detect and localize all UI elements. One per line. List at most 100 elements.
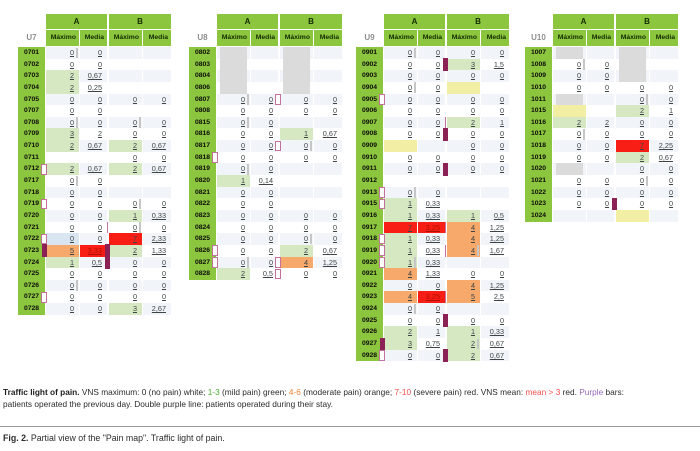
value-cell bbox=[418, 140, 445, 152]
value-cell: 0 bbox=[384, 349, 417, 362]
value-cell: 1,33 bbox=[143, 244, 171, 257]
value-cell: 0 bbox=[384, 70, 417, 82]
value-cell bbox=[80, 151, 107, 164]
column-subheader: Máximo bbox=[447, 30, 480, 46]
value-cell: 0 bbox=[46, 303, 79, 315]
table-row: 0921 4 1,33 0 0 bbox=[356, 268, 509, 280]
value-cell: 3,33 bbox=[80, 244, 107, 257]
room-number-cell: 0721 bbox=[18, 221, 45, 234]
value-cell: 0,67 bbox=[143, 140, 171, 152]
value-cell: 0 bbox=[481, 105, 509, 117]
gray-indicator-bar bbox=[309, 233, 312, 245]
table-row: 0804 bbox=[189, 70, 342, 82]
double-purple-line-operated-during-stay bbox=[275, 257, 281, 268]
value-cell: 2 bbox=[46, 70, 79, 82]
column-subheader: Máximo bbox=[217, 30, 250, 46]
value-cell: 2 bbox=[46, 81, 79, 94]
room-number-cell: 0703 bbox=[18, 70, 45, 82]
table-row: 0701 0 0 bbox=[18, 47, 171, 59]
gray-indicator-bar bbox=[246, 257, 249, 268]
value-cell bbox=[616, 58, 649, 71]
value-cell: 0,67 bbox=[314, 128, 342, 141]
room-number-cell: 0903 bbox=[356, 70, 383, 82]
value-cell: 0 bbox=[109, 116, 142, 129]
value-cell: 0 bbox=[553, 151, 586, 164]
double-purple-line-operated-during-stay bbox=[444, 221, 446, 234]
value-cell: 2 bbox=[447, 349, 480, 362]
value-cell: 2 bbox=[587, 116, 614, 129]
value-cell: 0 bbox=[217, 186, 250, 199]
room-number-cell: 0912 bbox=[356, 175, 383, 187]
room-number-cell: 0909 bbox=[356, 140, 383, 152]
table-row: 0718 0 0 bbox=[18, 186, 171, 199]
value-cell: 1,25 bbox=[481, 221, 509, 234]
value-cell: 0,33 bbox=[418, 209, 445, 222]
legend-line: patients operated the previous day. Doub… bbox=[3, 399, 698, 411]
value-cell: 0 bbox=[46, 175, 79, 187]
value-cell: 4 bbox=[384, 291, 417, 304]
room-number-cell: 1009 bbox=[525, 70, 552, 82]
value-cell: 0 bbox=[109, 291, 142, 304]
value-cell: 0 bbox=[217, 244, 250, 257]
value-cell: 7 bbox=[616, 140, 649, 152]
double-purple-line-operated-during-stay bbox=[275, 268, 281, 280]
value-cell bbox=[553, 209, 586, 222]
value-cell: 4 bbox=[447, 244, 480, 257]
value-cell bbox=[553, 47, 586, 59]
purple-bar-operated-previous-day bbox=[612, 197, 617, 211]
value-cell: 0 bbox=[314, 233, 342, 245]
value-cell bbox=[314, 186, 342, 199]
value-cell bbox=[143, 81, 171, 94]
table-row: 0808 0 0 0 0 bbox=[189, 105, 342, 117]
value-cell: 2,67 bbox=[143, 303, 171, 315]
value-cell: 3 bbox=[447, 58, 480, 71]
gray-indicator-bar bbox=[413, 303, 416, 315]
value-cell: 0,67 bbox=[80, 140, 107, 152]
value-cell bbox=[314, 163, 342, 176]
value-cell: 0,5 bbox=[481, 209, 509, 222]
gray-indicator-bar bbox=[582, 59, 585, 70]
value-cell: 3 bbox=[109, 303, 142, 315]
room-number-cell: 1018 bbox=[525, 140, 552, 152]
column-subheader: Media bbox=[650, 30, 678, 46]
value-cell: 0,33 bbox=[481, 326, 509, 339]
room-number-cell: 0821 bbox=[189, 186, 216, 199]
room-number-cell: 0924 bbox=[356, 303, 383, 315]
value-cell: 0 bbox=[616, 186, 649, 199]
column-group-header: A bbox=[217, 14, 278, 29]
table-row: 0728 0 0 3 2,67 bbox=[18, 303, 171, 315]
value-cell: 2 bbox=[447, 338, 480, 350]
room-number-cell: 1015 bbox=[525, 105, 552, 117]
value-cell: 2 bbox=[616, 151, 649, 164]
column-group-header: B bbox=[447, 14, 509, 29]
value-cell: 0 bbox=[650, 175, 678, 187]
value-cell: 0 bbox=[46, 47, 79, 59]
figure-caption-text: Partial view of the "Pain map". Traffic … bbox=[28, 433, 225, 443]
column-subheader: Media bbox=[481, 30, 509, 46]
value-cell bbox=[481, 303, 509, 315]
value-cell: 0 bbox=[384, 47, 417, 59]
room-number-cell: 0918 bbox=[356, 233, 383, 245]
value-cell bbox=[447, 256, 480, 269]
column-subheader: Máximo bbox=[280, 30, 313, 46]
table-row: 0827 0 0 4 1,25 bbox=[189, 256, 342, 269]
table-row: 1020 0 0 bbox=[525, 163, 678, 176]
value-cell: 0 bbox=[384, 105, 417, 117]
table-row: 0704 2 0,25 bbox=[18, 81, 171, 94]
value-cell: 0 bbox=[143, 279, 171, 292]
double-purple-line-operated-during-stay bbox=[212, 245, 218, 257]
room-number-cell: 0705 bbox=[18, 93, 45, 106]
value-cell: 0 bbox=[251, 140, 278, 152]
value-cell: 0 bbox=[280, 140, 313, 152]
value-cell: 0,5 bbox=[80, 256, 107, 269]
column-subheader: Media bbox=[314, 30, 342, 46]
value-cell: 0 bbox=[616, 198, 649, 210]
table-row: 0818 0 0 0 0 bbox=[189, 151, 342, 164]
value-cell: 0 bbox=[46, 268, 79, 280]
value-cell: 0 bbox=[314, 221, 342, 234]
table-row: 0711 0 0 bbox=[18, 151, 171, 164]
value-cell bbox=[587, 47, 614, 59]
gray-indicator-bar bbox=[246, 94, 249, 105]
gray-indicator-bar bbox=[413, 82, 416, 94]
